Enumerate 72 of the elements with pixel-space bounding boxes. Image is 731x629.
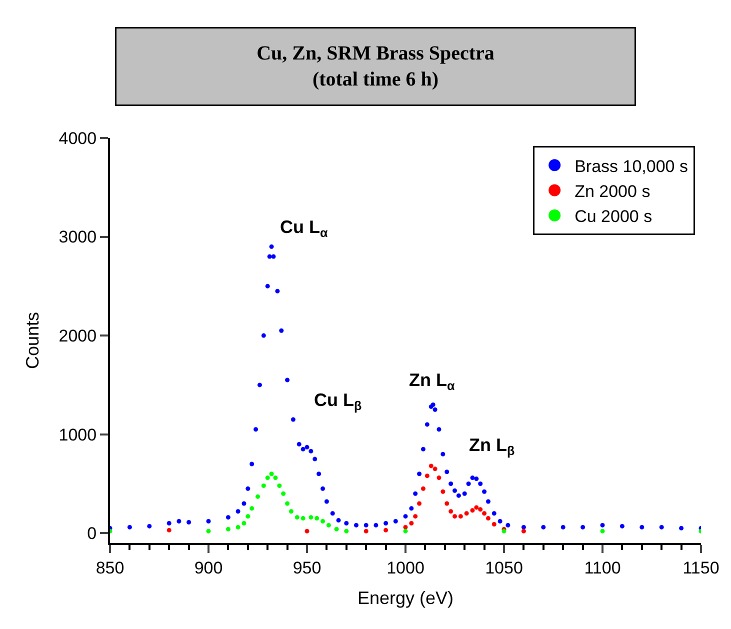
point bbox=[470, 508, 475, 513]
y-tick-label: 3000 bbox=[58, 228, 97, 247]
annotation: Zn L$_{β}$ bbox=[469, 435, 515, 458]
point bbox=[384, 528, 388, 532]
point bbox=[308, 515, 314, 520]
chart-title: Cu, Zn, SRM Brass Spectra (total time 6 h) bbox=[256, 42, 494, 90]
y-tick-label: 0 bbox=[87, 524, 97, 544]
point bbox=[428, 464, 434, 468]
point bbox=[166, 528, 172, 532]
point bbox=[269, 472, 274, 476]
point bbox=[281, 491, 286, 496]
point bbox=[261, 483, 266, 488]
point bbox=[452, 514, 457, 519]
point bbox=[432, 466, 438, 472]
x-tick-label: 900 bbox=[194, 558, 223, 578]
x-tick-label: 950 bbox=[292, 558, 322, 578]
point bbox=[294, 515, 300, 520]
point bbox=[403, 528, 408, 534]
point bbox=[344, 528, 349, 534]
point bbox=[250, 506, 254, 511]
point bbox=[364, 528, 368, 534]
x-tick-label: 1000 bbox=[386, 558, 424, 578]
point bbox=[492, 522, 496, 526]
point bbox=[440, 489, 446, 494]
point bbox=[474, 505, 479, 510]
point bbox=[236, 524, 240, 530]
point bbox=[478, 507, 483, 512]
point bbox=[300, 516, 306, 521]
y-axis-title: Counts bbox=[22, 312, 42, 370]
point bbox=[482, 511, 487, 516]
point bbox=[420, 486, 426, 491]
x-tick-label: 850 bbox=[96, 558, 124, 578]
point bbox=[273, 476, 278, 480]
annotation: Cu L$_{α}$ bbox=[280, 217, 328, 240]
point bbox=[242, 520, 246, 526]
x-tick-label: 1100 bbox=[584, 558, 621, 578]
point bbox=[600, 528, 605, 534]
y-tick-label: 1000 bbox=[58, 425, 97, 444]
y-tick-label: 4000 bbox=[58, 128, 97, 148]
point bbox=[277, 483, 282, 488]
point bbox=[458, 514, 463, 519]
x-tick-label: 1050 bbox=[485, 558, 523, 578]
point bbox=[285, 501, 290, 506]
point bbox=[246, 514, 250, 519]
point bbox=[521, 528, 526, 534]
point bbox=[444, 501, 450, 506]
annotation: Zn L$_{α}$ bbox=[409, 370, 455, 393]
point bbox=[314, 516, 320, 521]
y-tick-label: 2000 bbox=[58, 326, 97, 346]
point bbox=[256, 494, 260, 499]
x-tick-label: 1150 bbox=[682, 558, 720, 578]
point bbox=[320, 519, 326, 524]
point bbox=[413, 514, 418, 519]
point bbox=[226, 526, 230, 532]
point bbox=[409, 520, 414, 526]
point bbox=[326, 522, 331, 528]
point bbox=[304, 528, 310, 534]
legend-label: Cu 2000 s bbox=[574, 206, 652, 226]
legend-label: Zn 2000 s bbox=[574, 182, 650, 201]
point bbox=[486, 516, 490, 521]
point bbox=[265, 476, 270, 480]
legend-label: Brass 10,000 s bbox=[574, 156, 688, 176]
annotation: Cu L$_{β}$ bbox=[314, 390, 362, 413]
point bbox=[288, 509, 294, 514]
point bbox=[334, 526, 339, 532]
x-axis-title: Energy (eV) bbox=[357, 588, 454, 608]
point bbox=[464, 511, 469, 516]
point bbox=[424, 474, 430, 478]
point bbox=[417, 501, 422, 506]
point bbox=[206, 528, 211, 534]
point bbox=[436, 476, 442, 480]
point bbox=[448, 509, 454, 514]
